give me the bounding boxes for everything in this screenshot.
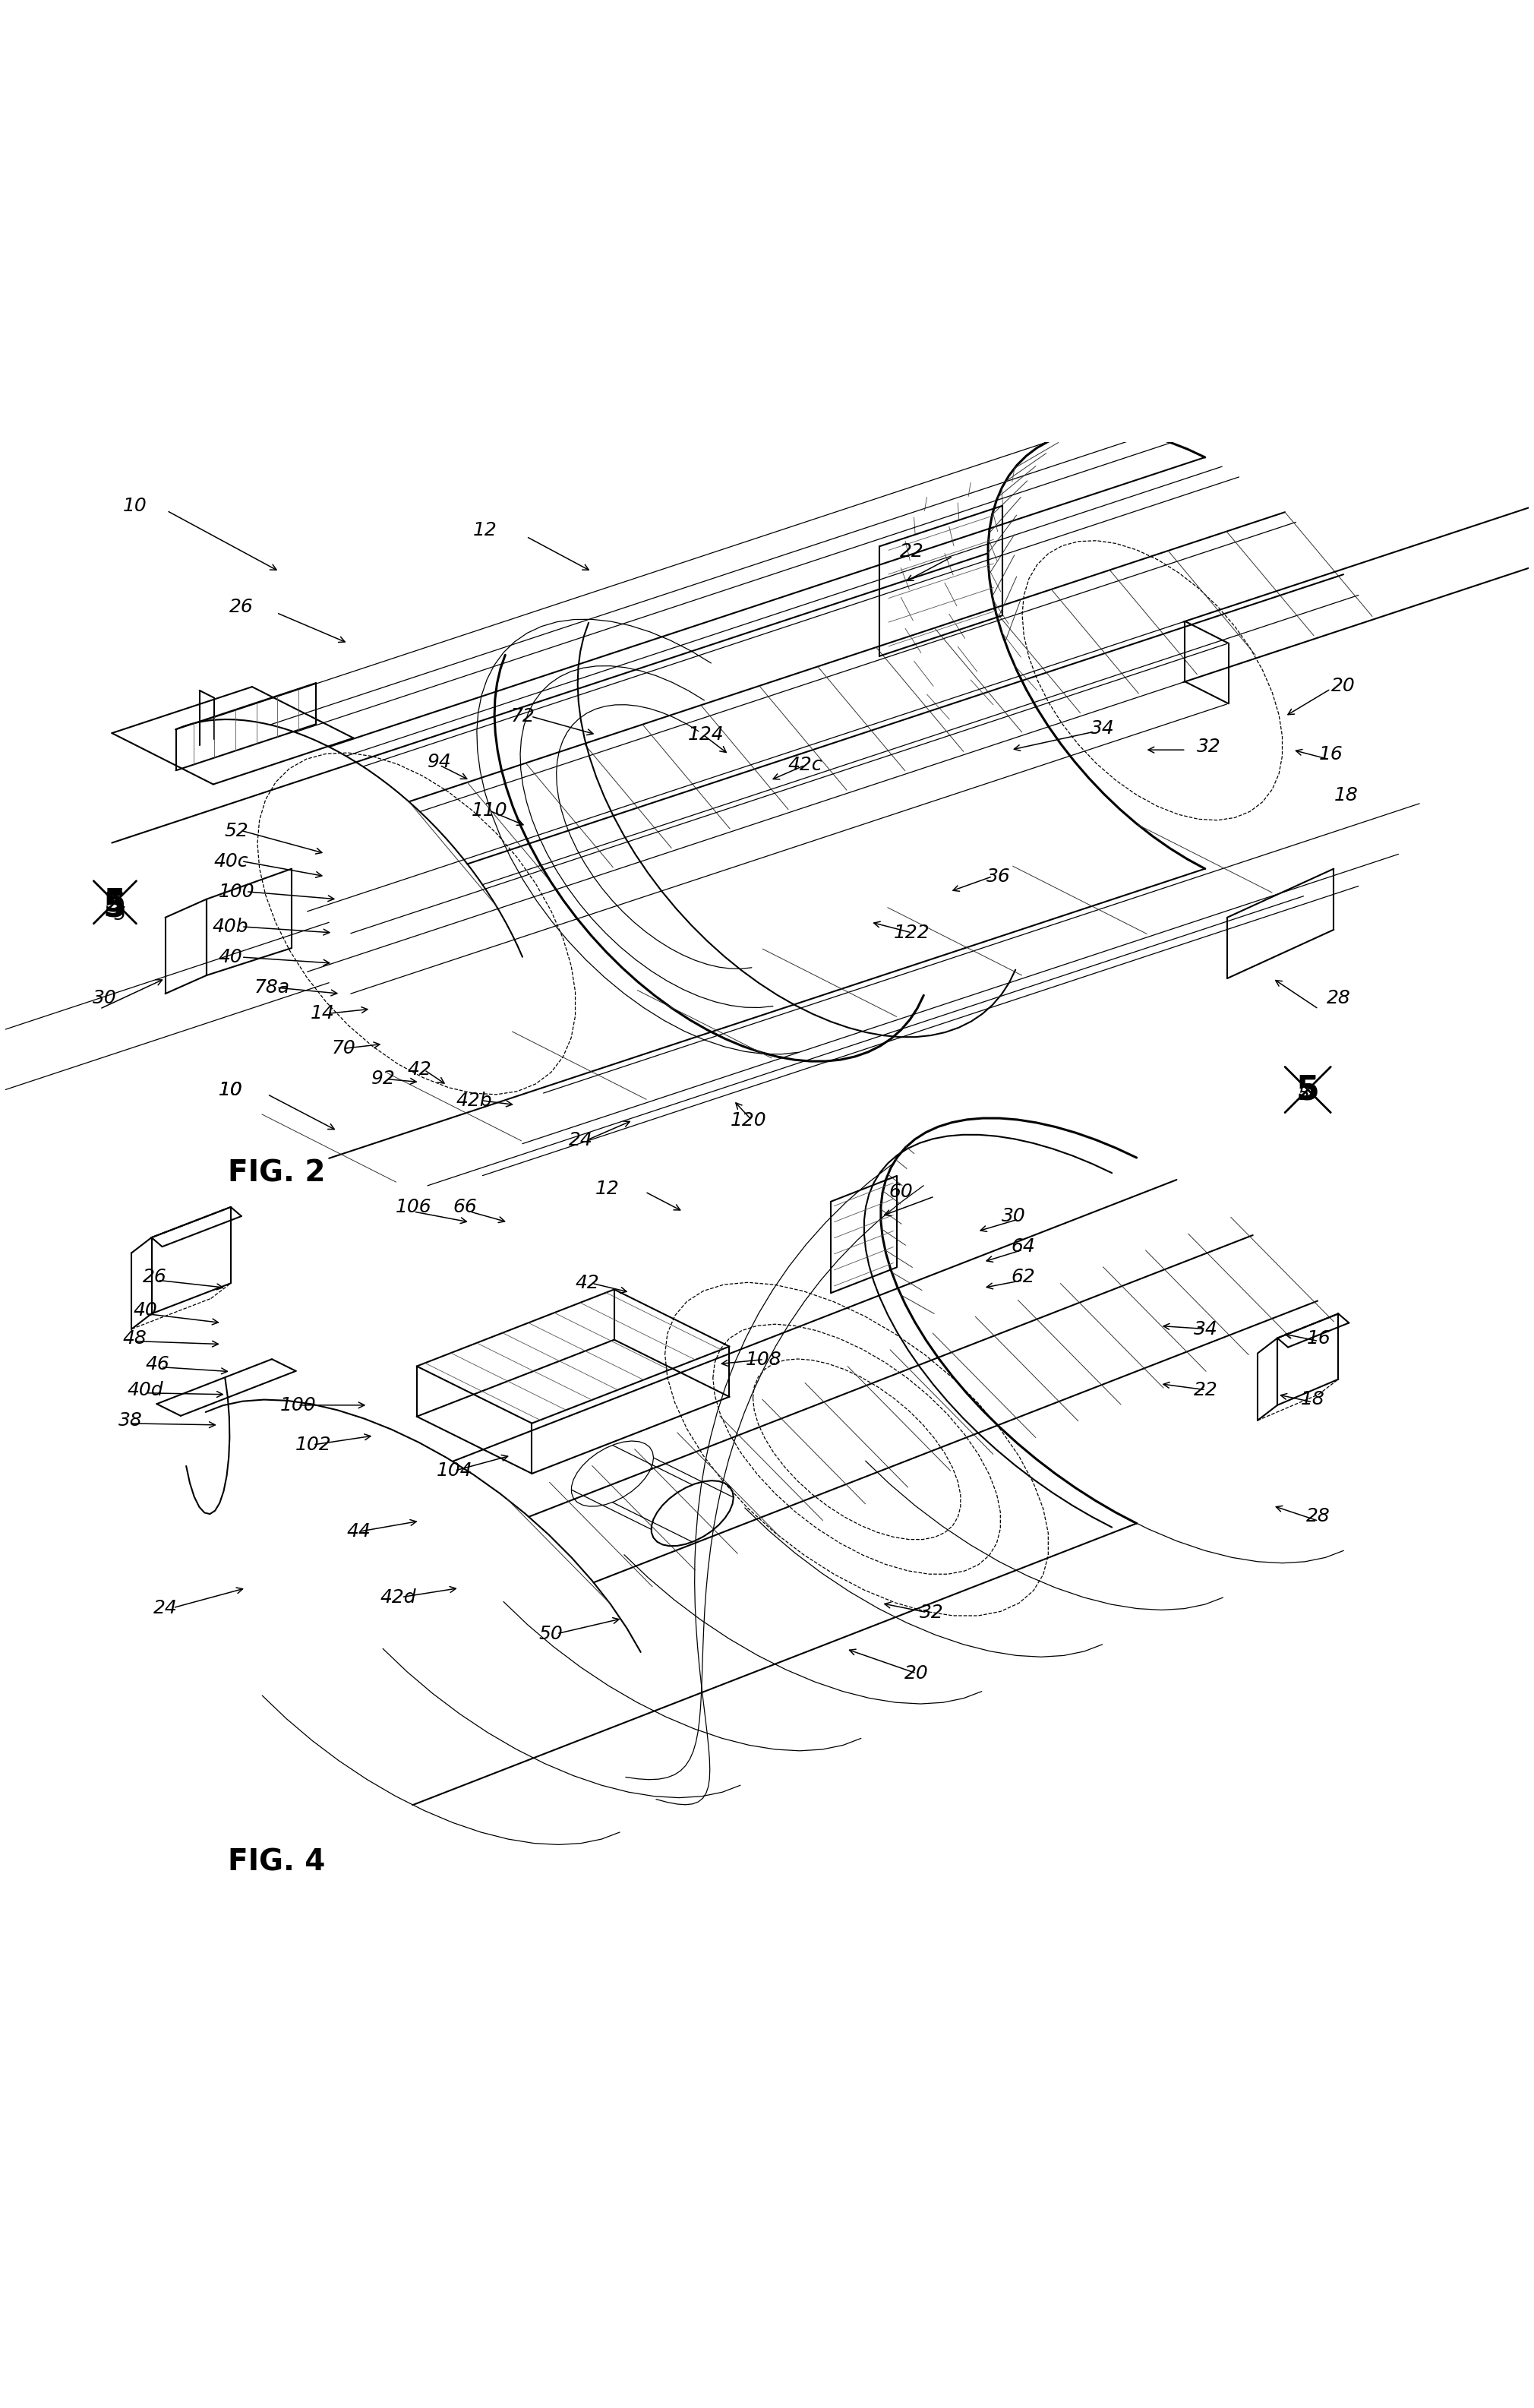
Text: 5: 5: [114, 905, 126, 925]
Text: 26: 26: [230, 597, 253, 616]
Text: 18: 18: [1335, 787, 1358, 804]
Text: 22: 22: [899, 542, 923, 561]
Text: 18: 18: [1301, 1389, 1324, 1409]
Text: 46: 46: [146, 1356, 170, 1373]
Text: 42b: 42b: [457, 1091, 492, 1110]
Text: 24: 24: [569, 1132, 594, 1149]
Text: 24: 24: [153, 1599, 178, 1616]
Text: 102: 102: [295, 1435, 331, 1454]
Text: 5: 5: [1298, 1086, 1310, 1103]
Text: 16: 16: [1319, 746, 1342, 763]
Text: 20: 20: [1332, 677, 1355, 696]
Text: 10: 10: [123, 496, 147, 515]
Text: 38: 38: [118, 1411, 143, 1430]
Text: 108: 108: [746, 1351, 782, 1368]
Text: 100: 100: [219, 881, 255, 901]
Text: 16: 16: [1307, 1329, 1330, 1346]
Text: 50: 50: [538, 1625, 563, 1642]
Text: 10: 10: [219, 1081, 242, 1098]
Text: 42d: 42d: [380, 1587, 416, 1606]
Text: 106: 106: [396, 1197, 431, 1216]
Text: 42: 42: [575, 1274, 600, 1293]
Text: 64: 64: [1011, 1238, 1035, 1257]
Text: 60: 60: [890, 1182, 913, 1202]
Text: 40b: 40b: [213, 917, 249, 937]
Text: 40: 40: [219, 949, 242, 966]
Text: 62: 62: [1011, 1269, 1035, 1286]
Text: 120: 120: [730, 1110, 767, 1129]
Text: 22: 22: [1193, 1380, 1218, 1399]
Text: 34: 34: [1091, 720, 1114, 737]
Text: 40: 40: [133, 1303, 158, 1320]
Text: 26: 26: [143, 1269, 167, 1286]
Text: 92: 92: [371, 1069, 396, 1088]
Text: 12: 12: [595, 1180, 620, 1197]
Text: FIG. 2: FIG. 2: [227, 1158, 325, 1187]
Text: 10: 10: [219, 1081, 242, 1098]
Text: 124: 124: [687, 725, 724, 744]
Text: 66: 66: [454, 1197, 477, 1216]
Text: 42: 42: [408, 1062, 431, 1079]
Text: 5: 5: [104, 886, 126, 917]
Text: 40c: 40c: [213, 852, 249, 869]
Text: 14: 14: [310, 1004, 334, 1023]
Text: 94: 94: [428, 754, 451, 771]
Text: 20: 20: [904, 1664, 928, 1683]
Text: 70: 70: [331, 1040, 356, 1057]
Text: 28: 28: [1307, 1507, 1330, 1527]
Text: 5: 5: [1296, 1074, 1319, 1105]
Text: 48: 48: [123, 1329, 147, 1346]
Text: 5: 5: [1296, 1074, 1319, 1105]
Text: 34: 34: [1193, 1320, 1218, 1339]
Text: 40d: 40d: [127, 1380, 164, 1399]
Text: 32: 32: [919, 1604, 943, 1621]
Text: 30: 30: [1002, 1206, 1026, 1226]
Text: 5: 5: [103, 891, 127, 922]
Text: FIG. 4: FIG. 4: [227, 1847, 325, 1876]
Text: 30: 30: [92, 990, 117, 1007]
Text: 44: 44: [347, 1522, 371, 1541]
Text: 28: 28: [1327, 990, 1350, 1007]
Text: 32: 32: [1197, 737, 1221, 756]
Text: 104: 104: [437, 1462, 472, 1481]
Text: 100: 100: [279, 1397, 316, 1413]
Text: 36: 36: [986, 867, 1011, 886]
Text: 110: 110: [471, 802, 508, 821]
Text: 52: 52: [225, 821, 249, 840]
Text: 42c: 42c: [788, 756, 822, 775]
Text: 78a: 78a: [255, 978, 290, 997]
Text: 72: 72: [511, 708, 535, 725]
Text: 122: 122: [894, 925, 930, 942]
Text: 12: 12: [472, 520, 497, 539]
